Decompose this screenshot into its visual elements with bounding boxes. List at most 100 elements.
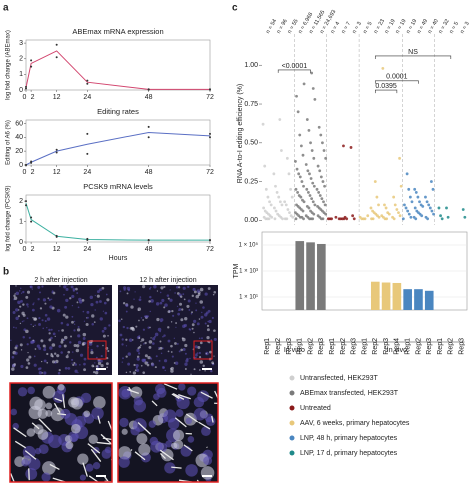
bar [403, 289, 412, 310]
cell [159, 346, 163, 350]
cell [170, 442, 178, 449]
point [431, 187, 435, 191]
cell [106, 357, 109, 360]
cell [93, 321, 96, 323]
fiber [211, 415, 214, 423]
point [369, 206, 373, 210]
cell [48, 298, 51, 301]
cell [154, 332, 159, 337]
cell [95, 371, 99, 375]
cell [54, 352, 57, 355]
point [351, 214, 355, 218]
y-tick-label: 0.50 [244, 140, 258, 147]
cell [78, 297, 82, 302]
cell [37, 298, 40, 301]
cell [105, 293, 108, 296]
cell [201, 426, 211, 437]
n-label: n = 3 [352, 21, 363, 35]
fiber [183, 444, 193, 452]
cell [137, 352, 141, 355]
cell [42, 298, 47, 302]
cell [185, 417, 193, 425]
point [298, 175, 302, 179]
point [302, 82, 306, 86]
cell [173, 337, 175, 339]
annotation: <0.0001 [282, 63, 308, 70]
x-tick-label: 48 [145, 94, 153, 101]
point [401, 217, 405, 221]
fiber [87, 443, 101, 454]
cell [177, 286, 181, 289]
group-label: In vitro [284, 347, 305, 354]
cell [187, 436, 195, 443]
point [409, 215, 413, 219]
point [323, 203, 327, 207]
point [321, 180, 325, 183]
fiber [172, 392, 185, 400]
point [316, 164, 320, 168]
cell [182, 293, 185, 295]
cell [125, 355, 128, 358]
point [299, 144, 303, 148]
cell [138, 319, 140, 322]
x-axis-label: Hours [109, 255, 128, 262]
legend-marker [289, 390, 295, 396]
cell [42, 385, 56, 399]
annotation: 0.0395 [375, 83, 397, 90]
cell [57, 371, 61, 375]
cell [154, 366, 157, 369]
point [300, 180, 304, 183]
cell [188, 309, 191, 311]
bar [392, 282, 402, 310]
cell [134, 369, 137, 372]
cell [37, 429, 49, 440]
cell [26, 358, 30, 362]
bracket [374, 55, 452, 59]
cell [15, 308, 19, 312]
point [296, 110, 300, 114]
y-tick-label: 0.00 [244, 217, 258, 224]
cell [71, 358, 74, 361]
cell [92, 462, 101, 470]
cell [179, 295, 183, 298]
point [305, 118, 309, 121]
point [324, 156, 328, 160]
cell [43, 348, 47, 352]
bar [317, 243, 326, 310]
cell [79, 364, 81, 366]
point [310, 71, 314, 75]
cell [127, 352, 131, 356]
cell [212, 293, 215, 296]
cell [125, 338, 128, 341]
point [147, 125, 150, 128]
panel-label: c [232, 3, 238, 14]
cell [202, 364, 205, 368]
point [312, 212, 316, 216]
cell [86, 310, 90, 314]
inset-frame [117, 382, 219, 483]
cell [178, 383, 186, 391]
x-tick-label: Rep2 [340, 338, 347, 355]
fiber [159, 453, 166, 459]
cell [174, 292, 176, 294]
y-tick-label: 2 [19, 56, 23, 63]
x-tick-label: Rep3 [286, 338, 293, 355]
cell [196, 289, 201, 293]
inset-box [87, 340, 107, 360]
y-axis-label: RNA A-to-I editing efficiency (%) [237, 84, 244, 183]
cell [64, 412, 78, 426]
cell [142, 285, 146, 289]
point [272, 172, 276, 176]
cell [175, 326, 177, 328]
y-tick-label: 1 × 10³ [239, 269, 258, 275]
cell [122, 302, 126, 305]
cell [167, 297, 170, 300]
cell [167, 350, 170, 353]
cell [180, 348, 183, 352]
fiber [88, 475, 99, 483]
cell [15, 291, 20, 296]
point [285, 217, 289, 221]
cell [138, 336, 141, 339]
cell [31, 308, 35, 312]
cell [135, 363, 139, 368]
